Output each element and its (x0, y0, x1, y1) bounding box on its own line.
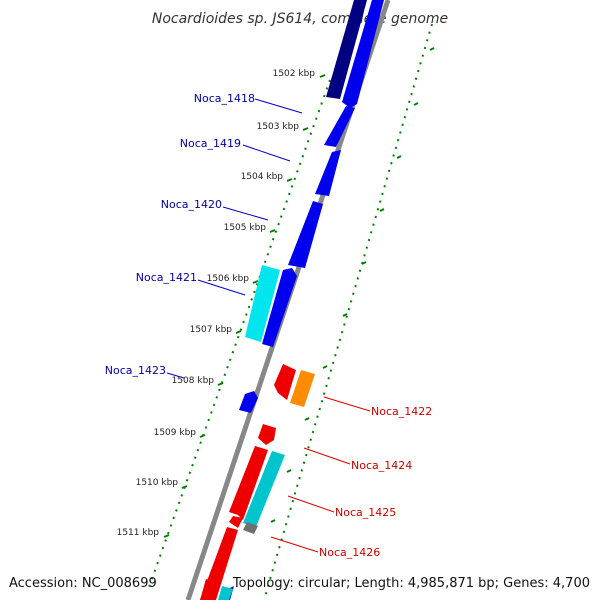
tick-label: 1507 kbp (190, 325, 233, 335)
tick-label: 1502 kbp (273, 69, 316, 79)
gene-label-noca-1418[interactable]: Noca_1418 (194, 92, 255, 105)
tick-label: 1506 kbp (207, 274, 250, 284)
gene-feature[interactable] (324, 106, 355, 147)
gene-feature[interactable] (274, 364, 296, 400)
gene-label-noca-1419[interactable]: Noca_1419 (180, 137, 241, 150)
tick-label: 1504 kbp (241, 172, 284, 182)
tick-label: 1505 kbp (224, 223, 267, 233)
orange-gene-feature[interactable] (290, 370, 315, 407)
gene-label-noca-1422[interactable]: Noca_1422 (371, 405, 432, 418)
tick-label: 1511 kbp (117, 528, 160, 538)
accession-text: Accession: NC_008699 (9, 576, 157, 591)
tick-label: 1508 kbp (172, 376, 215, 386)
teal-rna-feature[interactable] (243, 451, 285, 527)
gene-feature[interactable] (200, 579, 213, 600)
gene-feature[interactable] (342, 0, 384, 108)
gene-feature[interactable] (258, 424, 276, 445)
gene-label-noca-1425[interactable]: Noca_1425 (335, 506, 396, 519)
gene-feature[interactable] (229, 516, 243, 528)
reverse-strand-genes (200, 364, 315, 600)
tick-label: 1503 kbp (257, 122, 300, 132)
gene-feature[interactable] (239, 391, 258, 413)
gene-feature[interactable] (288, 201, 323, 268)
gene-feature[interactable] (262, 268, 297, 347)
gene-label-noca-1426[interactable]: Noca_1426 (319, 546, 380, 559)
cyan-rna-feature[interactable] (245, 265, 280, 342)
gray-feature[interactable] (243, 522, 258, 534)
gene-feature[interactable] (326, 0, 367, 99)
gene-label-noca-1424[interactable]: Noca_1424 (351, 459, 412, 472)
gene-feature[interactable] (315, 150, 341, 196)
inner-ticks (163, 74, 326, 538)
gene-feature[interactable] (229, 446, 268, 520)
outer-ticks (270, 47, 435, 523)
forward-strand-genes (225, 0, 384, 600)
red-leader-lines (270, 396, 371, 553)
gene-label-noca-1420[interactable]: Noca_1420 (161, 198, 222, 211)
teal-rna-feature[interactable] (218, 586, 233, 600)
topology-text: Topology: circular; Length: 4,985,871 bp… (232, 576, 590, 591)
tick-label: 1510 kbp (136, 478, 179, 488)
gene-label-noca-1423[interactable]: Noca_1423 (105, 364, 166, 377)
blue-leader-lines (166, 98, 303, 379)
gene-label-noca-1421[interactable]: Noca_1421 (136, 271, 197, 284)
tick-label: 1509 kbp (154, 428, 197, 438)
map-title: Nocardioides sp. JS614, complete genome (152, 11, 448, 27)
